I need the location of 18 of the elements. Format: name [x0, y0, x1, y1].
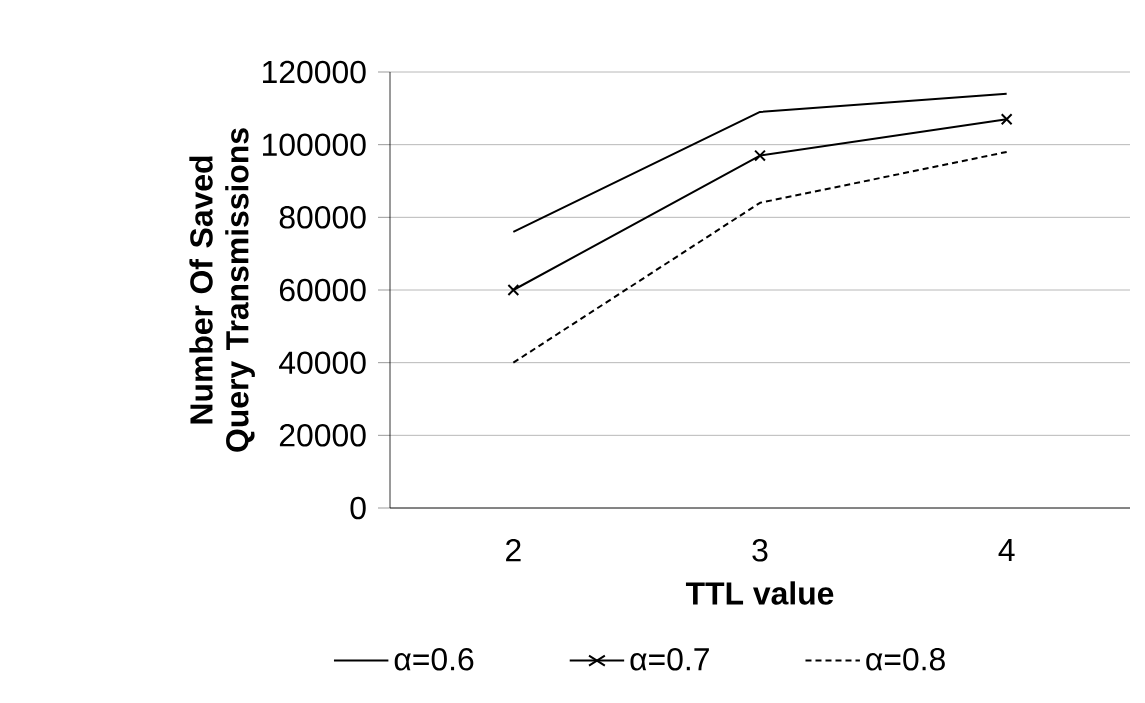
y-tick-label: 20000	[279, 424, 366, 447]
y-tick-label: 60000	[279, 278, 366, 302]
y-tick-label: 40000	[279, 351, 366, 374]
x-tick-label: 4	[998, 539, 1015, 561]
legend-label: α=0.6	[394, 647, 474, 671]
x-tick-label: 2	[506, 539, 521, 562]
y-tick-label: 0	[350, 496, 366, 520]
y-tick-label: 80000	[279, 206, 366, 229]
point	[507, 284, 520, 296]
legend-label: α=0.7	[630, 647, 709, 671]
x-tick-label: 3	[752, 539, 768, 562]
y-tick-label: 100000	[263, 133, 366, 156]
x-axis-title: TTL value	[685, 581, 834, 605]
y-tick-label: 120000	[263, 60, 366, 84]
point	[1000, 113, 1013, 126]
y-axis-title: Number Of Saved Query Transmissions	[189, 128, 255, 452]
legend-label: α=0.8	[866, 647, 945, 671]
point	[754, 149, 766, 162]
